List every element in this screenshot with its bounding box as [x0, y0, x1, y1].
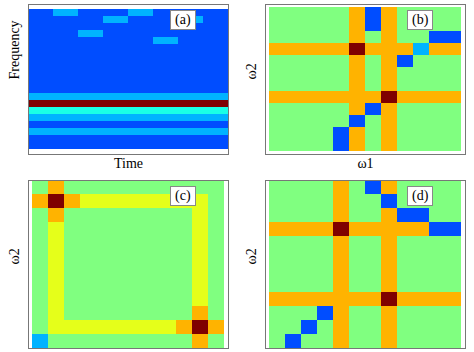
html-text:(a): (a) [175, 12, 191, 27]
svg-text:Time: Time [114, 156, 143, 171]
svg-text:ω1: ω1 [357, 156, 373, 171]
html-text:(b): (b) [412, 12, 429, 27]
svg-text:ω2: ω2 [244, 248, 259, 264]
svg-text:Frequency: Frequency [7, 20, 22, 79]
svg-text:ω2: ω2 [244, 63, 259, 79]
svg-text:ω2: ω2 [7, 248, 22, 264]
html-text:(c): (c) [175, 188, 191, 203]
html-text:(d): (d) [412, 188, 429, 203]
